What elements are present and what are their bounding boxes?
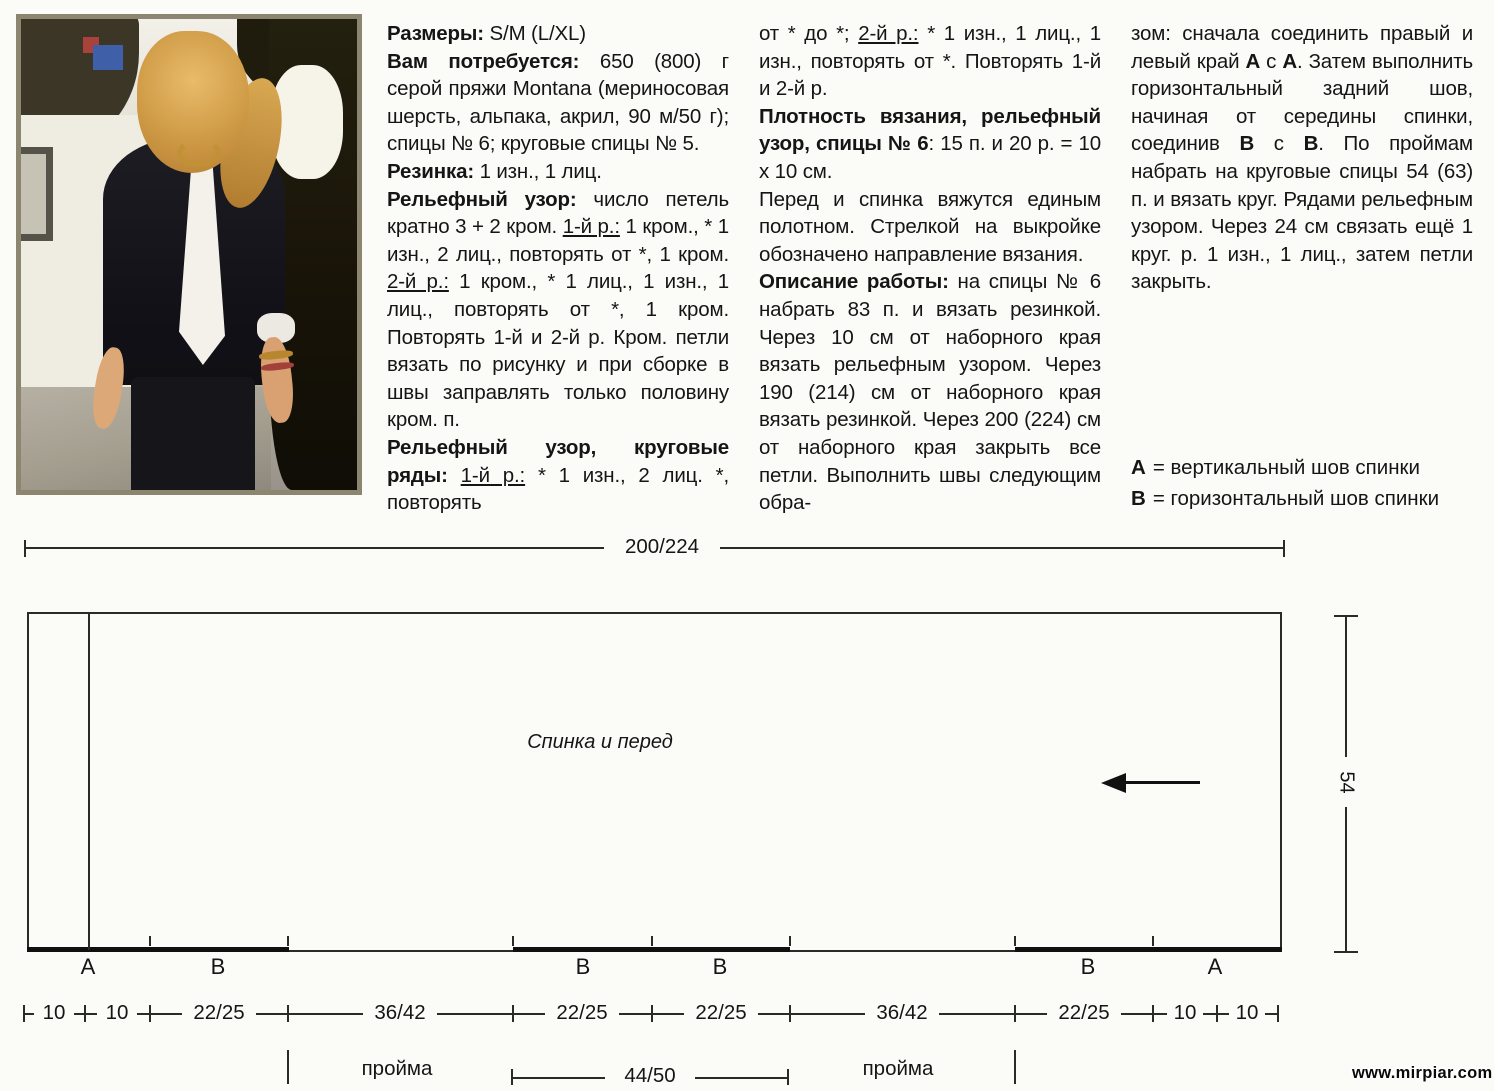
legend-text-b: = горизонтальный шов спинки xyxy=(1152,487,1440,510)
legend-key-b: В xyxy=(1131,487,1146,510)
text-column-1: Размеры: S/M (L/XL) Вам потребуется: 650 … xyxy=(387,20,729,517)
edge-tick xyxy=(1152,936,1154,946)
dim-tick xyxy=(1216,1005,1218,1022)
knitting-direction-arrow-icon xyxy=(1101,773,1126,793)
seam-legend: А = вертикальный шов спинки В = горизонтал… xyxy=(1131,452,1473,514)
height-label: 54 xyxy=(1326,757,1366,807)
dim-tick xyxy=(1277,1005,1279,1022)
photo-sign-blue xyxy=(93,45,123,70)
top-width-label: 200/224 xyxy=(604,533,720,561)
model-pants xyxy=(131,377,255,490)
dim-tick xyxy=(149,1005,151,1022)
dim-tick xyxy=(512,1005,514,1022)
dim-tick xyxy=(511,1069,513,1085)
dim-tick xyxy=(84,1005,86,1022)
edge-tick xyxy=(789,936,791,946)
underarm-width-label: 44/50 xyxy=(605,1062,695,1090)
dim-segment-label: 10 xyxy=(1229,999,1265,1027)
paragraph: от * до *; 2-й р.: * 1 изн., 1 лиц., 1 и… xyxy=(759,22,1101,101)
seam-letter-b: В xyxy=(1080,954,1096,979)
edge-tick xyxy=(149,936,151,946)
paragraph: Размеры: S/M (L/XL) xyxy=(387,22,586,45)
seam-edge-bold xyxy=(27,947,289,952)
edge-tick xyxy=(1014,936,1016,946)
dim-segment-label: 10 xyxy=(34,999,74,1027)
seam-letter-a: А xyxy=(1207,954,1223,979)
armhole-tick xyxy=(287,1050,289,1084)
dim-segment-label: 22/25 xyxy=(545,999,619,1027)
paragraph: Вам потребуется: 650 (800) г серой пряжи… xyxy=(387,49,729,156)
text-column-3: зом: сначала соединить правый и левый кр… xyxy=(1131,20,1473,296)
paragraph: зом: сначала соединить правый и левый кр… xyxy=(1131,22,1473,294)
dim-segment-label: 10 xyxy=(97,999,137,1027)
seam-edge-bold xyxy=(513,947,790,952)
dim-segment-label: 10 xyxy=(1167,999,1203,1027)
dim-tick xyxy=(1283,540,1285,557)
paragraph: Перед и спинка вяжутся единым полотном. … xyxy=(759,187,1101,266)
site-watermark: www.mirpiar.com xyxy=(1352,1064,1493,1082)
dim-segment-label: 36/42 xyxy=(865,999,939,1027)
dim-tick xyxy=(787,1069,789,1085)
photo-scene xyxy=(21,19,357,490)
dim-segment-label: 22/25 xyxy=(1047,999,1121,1027)
edge-tick xyxy=(512,936,514,946)
legend-row-a: А = вертикальный шов спинки xyxy=(1131,452,1473,483)
armhole-label: пройма xyxy=(862,1057,934,1080)
armhole-tick xyxy=(1014,1050,1016,1084)
photo-window xyxy=(21,147,53,241)
legend-text-a: = вертикальный шов спинки xyxy=(1152,456,1420,479)
dim-tick xyxy=(1334,615,1358,617)
dim-segment-label: 22/25 xyxy=(182,999,256,1027)
dim-tick xyxy=(287,1005,289,1022)
piece-name-label: Спинка и перед xyxy=(527,731,673,753)
edge-tick xyxy=(287,936,289,946)
seam-letter-b: В xyxy=(575,954,591,979)
pattern-piece-outline xyxy=(27,612,1282,952)
paragraph: Рельефный узор: число петель кратно 3 + … xyxy=(387,187,729,432)
seam-letter-b: В xyxy=(210,954,226,979)
dim-segment-label: 22/25 xyxy=(684,999,758,1027)
paragraph: Рельефный узор, круговые ряды: 1-й р.: *… xyxy=(387,435,730,515)
legend-row-b: В = горизонтальный шов спинки xyxy=(1131,483,1473,514)
seam-letter-b: В xyxy=(712,954,728,979)
dim-tick xyxy=(789,1005,791,1022)
knitting-direction-arrow-shaft xyxy=(1124,781,1200,784)
model-necklace xyxy=(177,139,221,167)
paragraph: Описание работы: на спицы № 6 набрать 83… xyxy=(759,270,1101,515)
dim-tick xyxy=(1014,1005,1016,1022)
text-column-2: от * до *; 2-й р.: * 1 изн., 1 лиц., 1 и… xyxy=(759,20,1101,517)
photo-light-patch xyxy=(271,65,343,179)
seam-edge-bold xyxy=(1015,947,1282,952)
fold-line-a xyxy=(88,614,90,950)
dim-tick xyxy=(23,1005,25,1022)
seam-letter-a: А xyxy=(80,954,96,979)
paragraph: Плотность вязания, рельефный узор, спицы… xyxy=(759,104,1101,183)
paragraph: Резинка: 1 изн., 1 лиц. xyxy=(387,159,602,183)
dim-tick xyxy=(1334,951,1358,953)
dim-tick xyxy=(1152,1005,1154,1022)
dim-tick xyxy=(651,1005,653,1022)
armhole-label: пройма xyxy=(361,1057,433,1080)
model-photo xyxy=(16,14,362,495)
dim-segment-label: 36/42 xyxy=(363,999,437,1027)
dim-tick xyxy=(24,540,26,557)
edge-tick xyxy=(651,936,653,946)
legend-key-a: А xyxy=(1131,456,1146,479)
